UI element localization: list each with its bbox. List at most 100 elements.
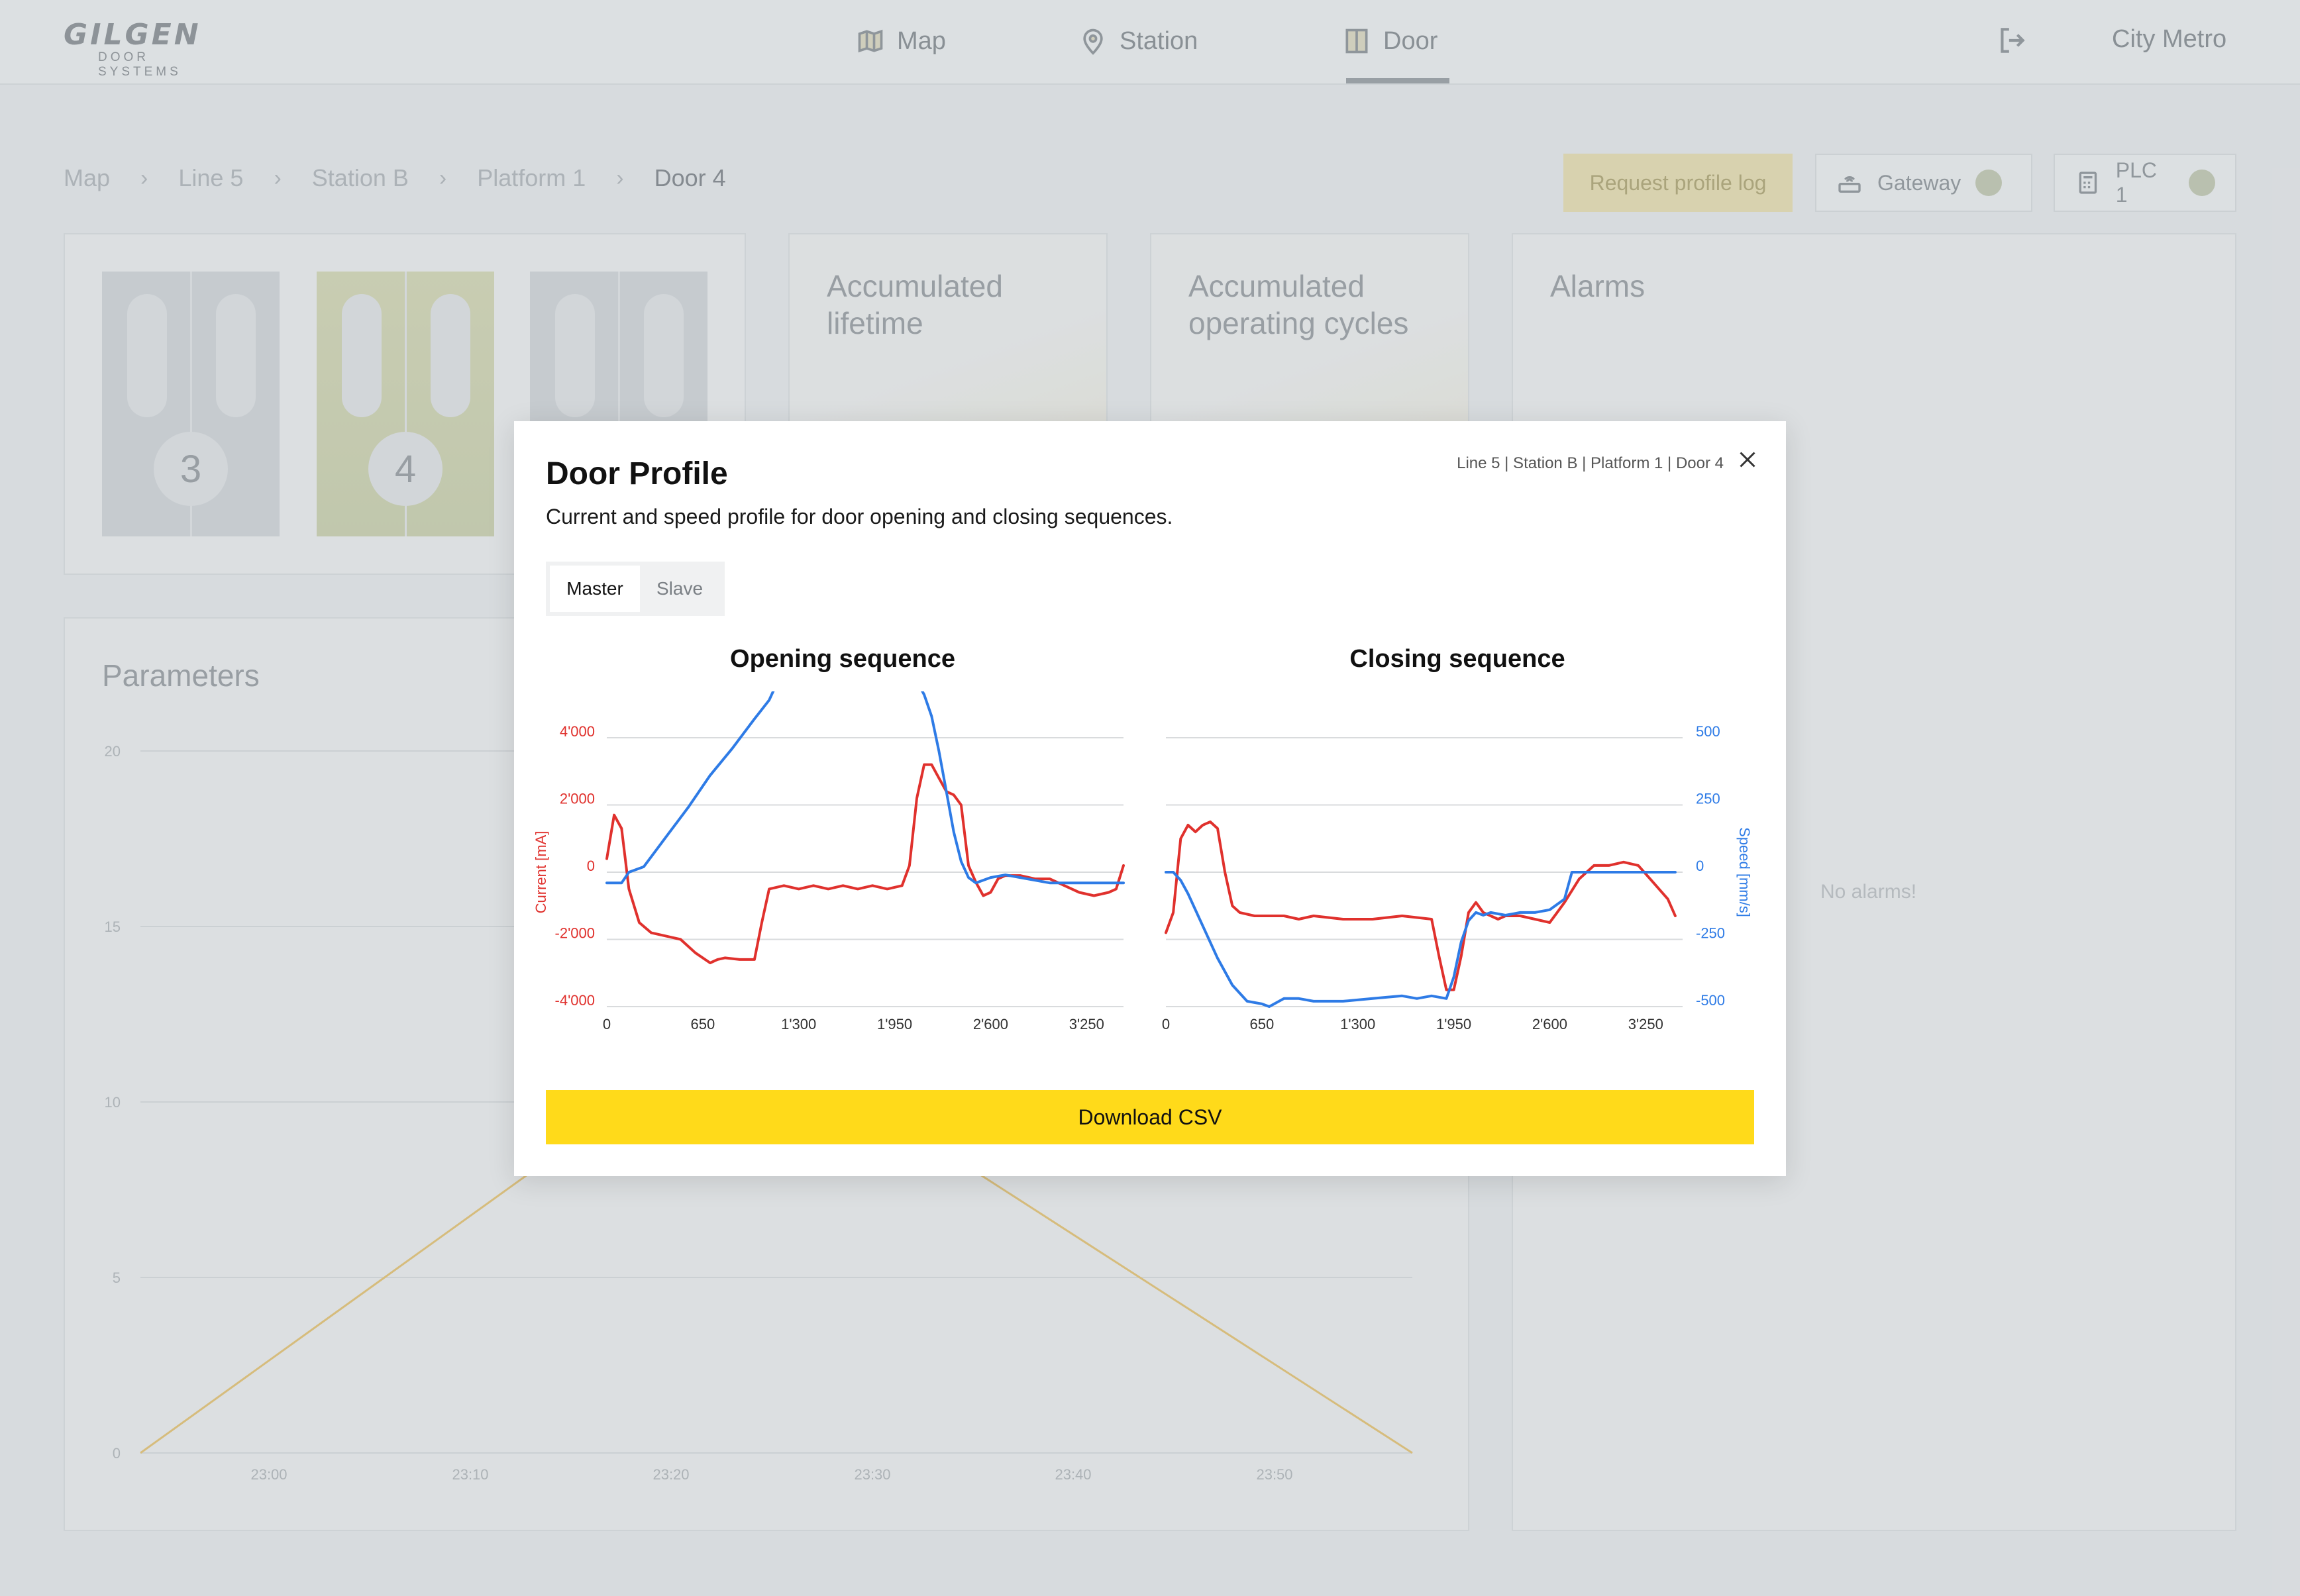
speed-series-line: [605, 691, 1125, 885]
brand-tagline: DOOR SYSTEMS: [98, 50, 182, 79]
modal-title: Door Profile: [546, 456, 728, 491]
breadcrumb-map[interactable]: Map: [64, 164, 111, 191]
tab-master[interactable]: Master: [550, 566, 640, 612]
parameter-x-tick: 23:00: [250, 1466, 287, 1483]
alarms-title: Alarms: [1550, 269, 1646, 303]
opening-sequence-chart: 4'000 2'000 0 -2'000 -4'000 0 650 1'300 1'950 2'6…: [533, 691, 1125, 1032]
download-csv-button[interactable]: Download CSV: [546, 1090, 1754, 1144]
parameter-y-tick: 10: [105, 1094, 121, 1111]
y-tick-label: -500: [1696, 992, 1725, 1009]
y-tick-label: -4'000: [555, 992, 595, 1009]
closing-sequence-chart: 5002500-250-50006501'3001'9502'6003'250T…: [1162, 723, 1753, 1032]
brand-logo[interactable]: GILGEN DOOR SYSTEMS: [64, 18, 223, 79]
parameter-y-tick: 15: [105, 919, 121, 935]
chevron-right-icon: ›: [439, 165, 447, 191]
logout-icon[interactable]: [1995, 24, 2028, 57]
cycles-title: Accumulated operating cycles: [1188, 269, 1409, 340]
x-tick-label: 3'250: [1628, 1016, 1663, 1032]
y-tick-label: 250: [1696, 791, 1720, 807]
nav-door-label: Door: [1383, 26, 1438, 55]
x-tick-label: 1'950: [1436, 1016, 1471, 1032]
door-split: [618, 272, 620, 536]
active-nav-indicator: [1346, 78, 1449, 83]
breadcrumb: Map › Line 5 › Station B › Platform 1 › …: [64, 164, 726, 192]
parameter-y-tick: 5: [113, 1270, 121, 1286]
nav-door[interactable]: Door: [1342, 20, 1438, 62]
location-pin-icon: [1083, 28, 1103, 55]
parameter-x-tick: 23:50: [1256, 1466, 1292, 1483]
y-tick-label: -250: [1696, 925, 1725, 942]
top-navigation-bar: GILGEN DOOR SYSTEMS Map Station Door Cit…: [0, 0, 2300, 85]
chevron-right-icon: ›: [616, 165, 624, 191]
request-profile-log-button[interactable]: Request profile log: [1563, 154, 1793, 212]
current-series-line: [1165, 820, 1677, 991]
x-tick-label: 1'300: [781, 1016, 816, 1032]
gateway-status[interactable]: Gateway: [1815, 154, 2032, 212]
door-number: 3: [154, 432, 228, 506]
speed-series-line: [1165, 871, 1677, 1008]
calculator-icon: [2079, 172, 2097, 194]
x-tick-label: 650: [1249, 1016, 1274, 1032]
close-icon[interactable]: [1736, 448, 1759, 472]
y-tick-label: 0: [1696, 858, 1704, 874]
nav-station[interactable]: Station: [1078, 20, 1198, 62]
parameter-y-tick: 20: [105, 743, 121, 760]
lifetime-title: Accumulated lifetime: [827, 269, 1003, 340]
parameter-x-tick: 23:40: [1055, 1466, 1091, 1483]
organization-name[interactable]: City Metro: [2112, 25, 2227, 53]
x-tick-label: 650: [690, 1016, 715, 1032]
plc-status[interactable]: PLC 1: [2054, 154, 2236, 212]
opening-chart-title: Opening sequence: [730, 645, 955, 673]
parameter-y-tick: 0: [113, 1445, 121, 1462]
door-profile-modal: Door Profile Line 5 | Station B | Platfo…: [514, 421, 1786, 1176]
door-window: [342, 294, 382, 417]
door-4-tile[interactable]: 4: [317, 272, 494, 536]
parameter-x-tick: 23:10: [452, 1466, 488, 1483]
door-number: 4: [368, 432, 443, 506]
parameters-title: Parameters: [102, 658, 260, 693]
gateway-status-dot: [1975, 170, 2003, 196]
breadcrumb-station[interactable]: Station B: [311, 164, 409, 191]
nav-map[interactable]: Map: [856, 20, 946, 62]
master-slave-toggle: Master Slave: [546, 562, 725, 616]
door-window: [431, 294, 470, 417]
nav-station-label: Station: [1120, 26, 1198, 55]
x-tick-label: 1'950: [877, 1016, 912, 1032]
breadcrumb-platform[interactable]: Platform 1: [477, 164, 586, 191]
breadcrumb-door: Door 4: [654, 164, 726, 191]
router-icon: [1838, 176, 1861, 193]
breadcrumb-line[interactable]: Line 5: [178, 164, 244, 191]
y-tick-label: 2'000: [560, 791, 595, 807]
map-icon: [858, 29, 883, 53]
nav-map-label: Map: [897, 26, 946, 55]
x-tick-label: 0: [1162, 1016, 1170, 1032]
y-axis-label: Speed [mm/s]: [1736, 827, 1753, 917]
y-tick-label: 4'000: [560, 723, 595, 740]
door-window: [555, 294, 595, 417]
tab-slave[interactable]: Slave: [656, 578, 704, 599]
door-split: [405, 272, 407, 536]
y-axis-label: Current [mA]: [533, 831, 549, 914]
x-tick-label: 0: [603, 1016, 611, 1032]
x-tick-label: 3'250: [1069, 1016, 1104, 1032]
door-3-tile[interactable]: 3: [102, 272, 280, 536]
modal-location: Line 5 | Station B | Platform 1 | Door 4: [1457, 454, 1724, 472]
door-icon: [1345, 28, 1368, 54]
door-split: [190, 272, 192, 536]
modal-description: Current and speed profile for door openi…: [546, 505, 1173, 528]
x-tick-label: 1'300: [1340, 1016, 1375, 1032]
brand-name: GILGEN: [64, 18, 201, 52]
alarms-empty-message: No alarms!: [1820, 881, 1917, 903]
door-window: [644, 294, 684, 417]
parameter-x-tick: 23:20: [653, 1466, 689, 1483]
parameter-x-tick: 23:30: [854, 1466, 890, 1483]
chevron-right-icon: ›: [274, 165, 282, 191]
y-tick-label: -2'000: [555, 925, 595, 942]
y-tick-label: 0: [587, 858, 595, 874]
x-tick-label: 2'600: [973, 1016, 1008, 1032]
door-window: [216, 294, 256, 417]
current-series-line: [605, 763, 1125, 964]
x-tick-label: 2'600: [1532, 1016, 1567, 1032]
plc-status-dot: [2189, 170, 2215, 196]
y-tick-label: 500: [1696, 723, 1720, 740]
